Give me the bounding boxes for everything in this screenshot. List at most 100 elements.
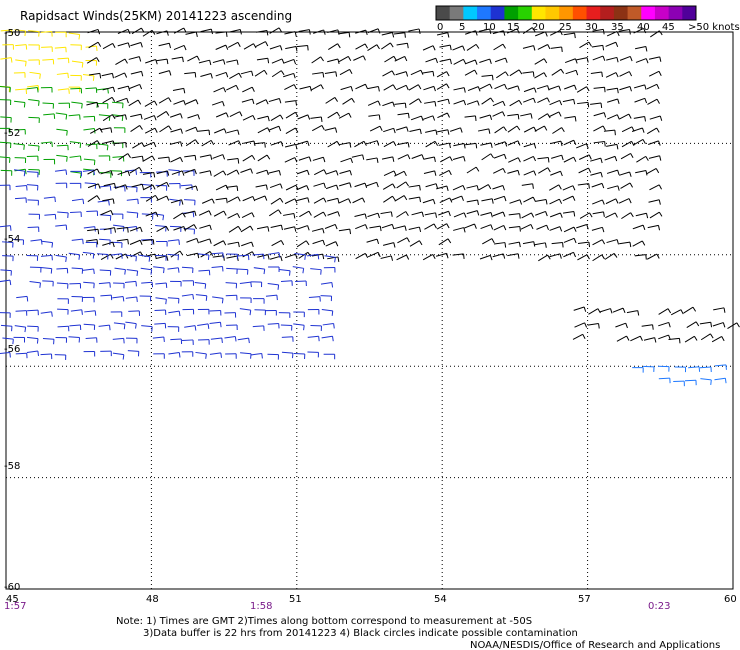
wind-barb-flag: [629, 29, 631, 35]
wind-barb: [439, 169, 450, 176]
wind-barb: [88, 41, 99, 49]
wind-barb: [198, 59, 210, 64]
wind-barb-flag: [491, 75, 494, 81]
wind-barb-flag: [392, 195, 396, 201]
wind-barb: [124, 280, 136, 283]
wind-barb: [212, 296, 224, 299]
wind-barb: [236, 268, 248, 271]
wind-barb: [296, 169, 308, 175]
wind-barb: [632, 224, 644, 230]
wind-barb: [83, 158, 95, 161]
wind-barb-flag: [418, 28, 421, 34]
wind-barb: [83, 323, 95, 326]
wind-barb: [482, 238, 493, 245]
wind-barb-flag: [107, 88, 109, 94]
wind-barb-flag: [210, 154, 213, 160]
wind-barb: [13, 100, 26, 104]
legend-swatch: [627, 6, 642, 20]
wind-barb-flag: [237, 196, 241, 202]
wind-barb-flag: [152, 239, 155, 245]
wind-barb-flag: [461, 195, 464, 201]
wind-barb: [184, 71, 196, 75]
wind-barb: [209, 309, 221, 312]
wind-barb-flag: [307, 114, 311, 120]
wind-barb-flag: [163, 336, 165, 342]
wind-barb-flag: [421, 211, 424, 217]
wind-barb: [115, 58, 126, 65]
wind-barb: [507, 113, 519, 117]
wind-barb-flag: [209, 251, 214, 257]
wind-barb: [634, 254, 646, 257]
wind-barb-flag: [626, 335, 630, 341]
wind-barb-flag: [723, 307, 726, 313]
wind-barb: [478, 28, 490, 32]
wind-barb-flag: [166, 59, 169, 65]
wind-barb-flag: [433, 223, 437, 229]
wind-barb: [592, 211, 604, 215]
wind-barb-flag: [601, 183, 605, 189]
wind-barb-flag: [97, 29, 101, 35]
wind-barb-flag: [280, 256, 283, 262]
legend-tick: 30: [585, 22, 598, 33]
wind-barb-flag: [658, 30, 663, 36]
wind-barb: [15, 310, 27, 312]
wind-barb-flag: [135, 169, 138, 175]
wind-barb-flag: [289, 270, 291, 276]
wind-barb: [83, 226, 95, 229]
wind-barb: [239, 281, 251, 285]
wind-barb-flag: [9, 279, 12, 286]
wind-barb: [321, 309, 333, 312]
wind-barb-flag: [491, 198, 494, 204]
wind-barb: [616, 335, 627, 342]
wind-barb-flag: [531, 27, 536, 32]
wind-barb: [320, 282, 332, 285]
wind-barb: [648, 140, 659, 145]
wind-barb-flag: [588, 242, 591, 248]
wind-barb: [271, 240, 282, 247]
wind-barb-flag: [223, 128, 227, 134]
wind-barb: [394, 55, 405, 62]
wind-barb-flag: [178, 239, 180, 245]
wind-barb: [201, 139, 212, 147]
wind-barb-flag: [222, 101, 225, 107]
wind-barb: [397, 141, 409, 146]
wind-barb-flag: [585, 143, 589, 149]
wind-barb: [439, 44, 451, 48]
wind-barb: [284, 100, 296, 103]
wind-barb: [452, 253, 464, 256]
wind-barb: [40, 254, 52, 257]
wind-barb: [394, 170, 405, 177]
wind-barb: [523, 126, 535, 133]
wind-barb-flag: [207, 254, 210, 261]
wind-barb-flag: [320, 56, 324, 62]
wind-barb-flag: [645, 254, 647, 260]
wind-barb-flag: [559, 30, 563, 36]
wind-barb: [69, 141, 81, 144]
wind-barb: [284, 253, 296, 259]
wind-barb-flag: [294, 31, 297, 37]
wind-barb-flag: [517, 85, 520, 91]
wind-barb-flag: [323, 197, 327, 203]
wind-barb: [126, 269, 138, 272]
wind-barb: [70, 309, 82, 312]
wind-barb: [27, 171, 39, 173]
wind-barb: [307, 253, 319, 257]
wind-barb-flag: [278, 252, 281, 258]
wind-barb-flag: [447, 129, 450, 135]
wind-barb-flag: [572, 195, 576, 201]
wind-barb: [313, 29, 324, 34]
wind-barb-flag: [251, 241, 254, 247]
wind-barb: [201, 198, 213, 204]
wind-barb: [411, 211, 423, 216]
wind-barb-flag: [81, 103, 83, 109]
wind-barb: [112, 352, 124, 356]
wind-barb: [269, 27, 280, 34]
wind-barb-flag: [350, 158, 353, 164]
wind-barb: [396, 42, 408, 46]
wind-barb: [14, 128, 26, 131]
wind-barb-flag: [519, 213, 521, 219]
wind-barb-flag: [365, 29, 368, 36]
wind-barb-flag: [658, 211, 663, 217]
wind-barb: [355, 83, 366, 90]
wind-barb: [128, 310, 140, 312]
